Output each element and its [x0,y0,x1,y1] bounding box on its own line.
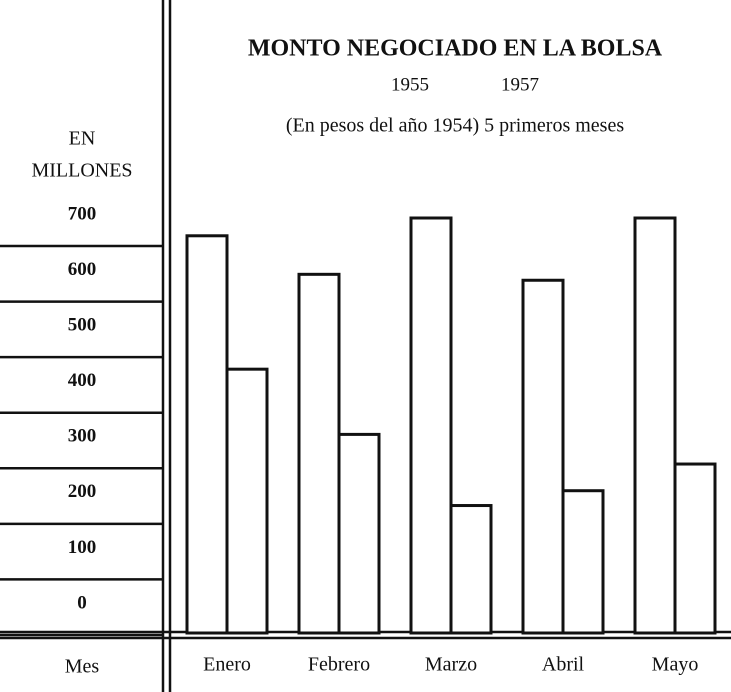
x-tick-label: Marzo [425,654,477,676]
chart-subtitle: (En pesos del año 1954) 5 primeros meses [286,115,624,137]
x-tick-label: Enero [203,654,251,676]
x-tick-label: Mayo [652,654,699,676]
y-axis-label: MILLONES [31,160,132,182]
bar [225,367,269,635]
x-tick-label: Febrero [308,654,370,676]
y-tick-label: 200 [68,481,97,502]
bar [673,462,717,635]
bar [337,432,381,635]
y-tick-label: 600 [68,259,97,280]
bar [449,504,493,635]
bar [561,489,605,635]
y-tick-label: 0 [77,592,87,613]
y-tick-label: 400 [68,370,97,391]
y-tick-label: 700 [68,203,97,224]
bar [185,234,229,635]
legend-label: 1955 [391,74,429,95]
y-tick-label: 300 [68,426,97,447]
y-axis-label: EN [69,128,96,150]
bar [521,278,565,635]
bar [297,272,341,635]
y-tick-label: 500 [68,315,97,336]
legend-label: 1957 [501,74,539,95]
bar [409,216,453,635]
x-axis-label: Mes [65,656,100,678]
y-tick-label: 100 [68,537,97,558]
bar [633,216,677,635]
chart-title: MONTO NEGOCIADO EN LA BOLSA [248,36,663,62]
x-tick-label: Abril [542,654,585,676]
